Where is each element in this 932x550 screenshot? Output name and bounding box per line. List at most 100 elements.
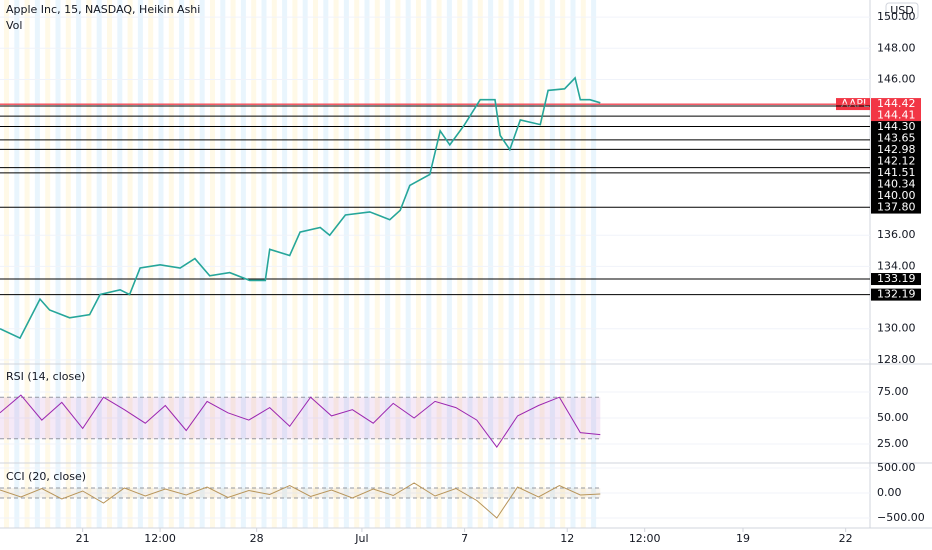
stripe <box>570 0 576 528</box>
stripe <box>436 0 442 528</box>
x-tick-label: 19 <box>736 532 750 545</box>
y-tick-label: 148.00 <box>877 41 916 54</box>
stripe <box>210 0 215 528</box>
stripe <box>24 0 30 528</box>
x-tick-label: 12:00 <box>144 532 176 545</box>
pane-title: RSI (14, close) <box>6 370 85 383</box>
level-label-box <box>871 98 921 111</box>
currency-box[interactable] <box>885 2 919 20</box>
y-tick-label: 136.00 <box>877 228 916 241</box>
stripe <box>158 0 164 528</box>
stripe <box>519 0 524 528</box>
stripe <box>86 0 92 528</box>
y-tick-label: 130.00 <box>877 322 916 335</box>
y-tick-label: 50.00 <box>877 411 909 424</box>
pane-title: CCI (20, close) <box>6 470 86 483</box>
stripe <box>65 0 71 528</box>
level-label-box <box>871 288 921 301</box>
stripe <box>477 0 483 528</box>
stripe <box>251 0 257 528</box>
stripe <box>14 0 20 528</box>
x-tick-label: Jul <box>354 532 368 545</box>
series-line <box>0 394 601 448</box>
series-line <box>0 482 601 519</box>
stripe <box>220 0 226 528</box>
currency[interactable]: USD <box>890 4 914 17</box>
stripe <box>446 0 452 528</box>
level-label: 132.19 <box>877 288 916 301</box>
level-label: 144.41 <box>877 109 916 122</box>
y-tick-label: 500.00 <box>877 461 916 474</box>
y-tick-label: 75.00 <box>877 385 909 398</box>
stripe <box>508 0 514 528</box>
level-label-box <box>871 190 921 203</box>
y-tick-label: 0.00 <box>877 486 902 499</box>
stripe <box>416 0 421 528</box>
stripe <box>261 0 267 528</box>
stripe <box>488 0 494 528</box>
stripe <box>96 0 102 528</box>
stripe <box>34 0 40 528</box>
level-label-box <box>871 167 921 180</box>
session-stripes <box>4 0 597 528</box>
stripe <box>117 0 123 528</box>
stripe <box>467 0 473 528</box>
stripe <box>107 0 112 528</box>
stripe <box>364 0 370 528</box>
level-label-box <box>871 144 921 157</box>
stripe <box>323 0 329 528</box>
level-label: 144.30 <box>877 120 916 133</box>
stripe <box>457 0 463 528</box>
stripe <box>282 0 288 528</box>
stripe <box>498 0 504 528</box>
symbol-label: AAPL <box>841 97 870 110</box>
x-tick-label: 7 <box>461 532 468 545</box>
stripe <box>343 0 349 528</box>
y-tick-label: 25.00 <box>877 437 909 450</box>
x-tick-label: 28 <box>250 532 264 545</box>
level-label: 140.00 <box>877 189 916 202</box>
stripe <box>591 0 597 528</box>
stripe <box>560 0 566 528</box>
chart-title: Apple Inc, 15, NASDAQ, Heikin Ashi <box>6 3 200 16</box>
stripe <box>127 0 133 528</box>
stripe <box>354 0 360 528</box>
stripe <box>385 0 391 528</box>
stripe <box>374 0 380 528</box>
stripe <box>549 0 555 528</box>
x-tick-label: 12 <box>560 532 574 545</box>
stripe <box>148 0 154 528</box>
level-label-box <box>871 109 921 122</box>
series-line <box>0 76 601 340</box>
stripe <box>4 0 9 528</box>
band <box>0 397 601 439</box>
x-tick-label: 21 <box>76 532 90 545</box>
level-label: 141.51 <box>877 166 916 179</box>
stripe <box>292 0 298 528</box>
stripe <box>426 0 432 528</box>
level-label: 133.19 <box>877 272 916 285</box>
x-tick-label: 12:00 <box>629 532 661 545</box>
y-tick-label: 150.00 <box>877 10 916 23</box>
stripe <box>529 0 535 528</box>
stripe <box>313 0 318 528</box>
stripe <box>76 0 82 528</box>
stripe <box>168 0 174 528</box>
level-label: 143.65 <box>877 132 916 145</box>
stripe <box>271 0 277 528</box>
x-tick-label: 22 <box>839 532 853 545</box>
y-tick-label: −500.00 <box>877 511 925 524</box>
level-label-box <box>871 273 921 286</box>
stripe <box>230 0 236 528</box>
y-tick-label: 146.00 <box>877 72 916 85</box>
level-label-box <box>871 178 921 191</box>
stripe <box>333 0 339 528</box>
level-label-box <box>871 155 921 168</box>
subtitle: Vol <box>6 19 22 32</box>
stripe <box>137 0 143 528</box>
stripe <box>240 0 246 528</box>
stripe <box>55 0 61 528</box>
